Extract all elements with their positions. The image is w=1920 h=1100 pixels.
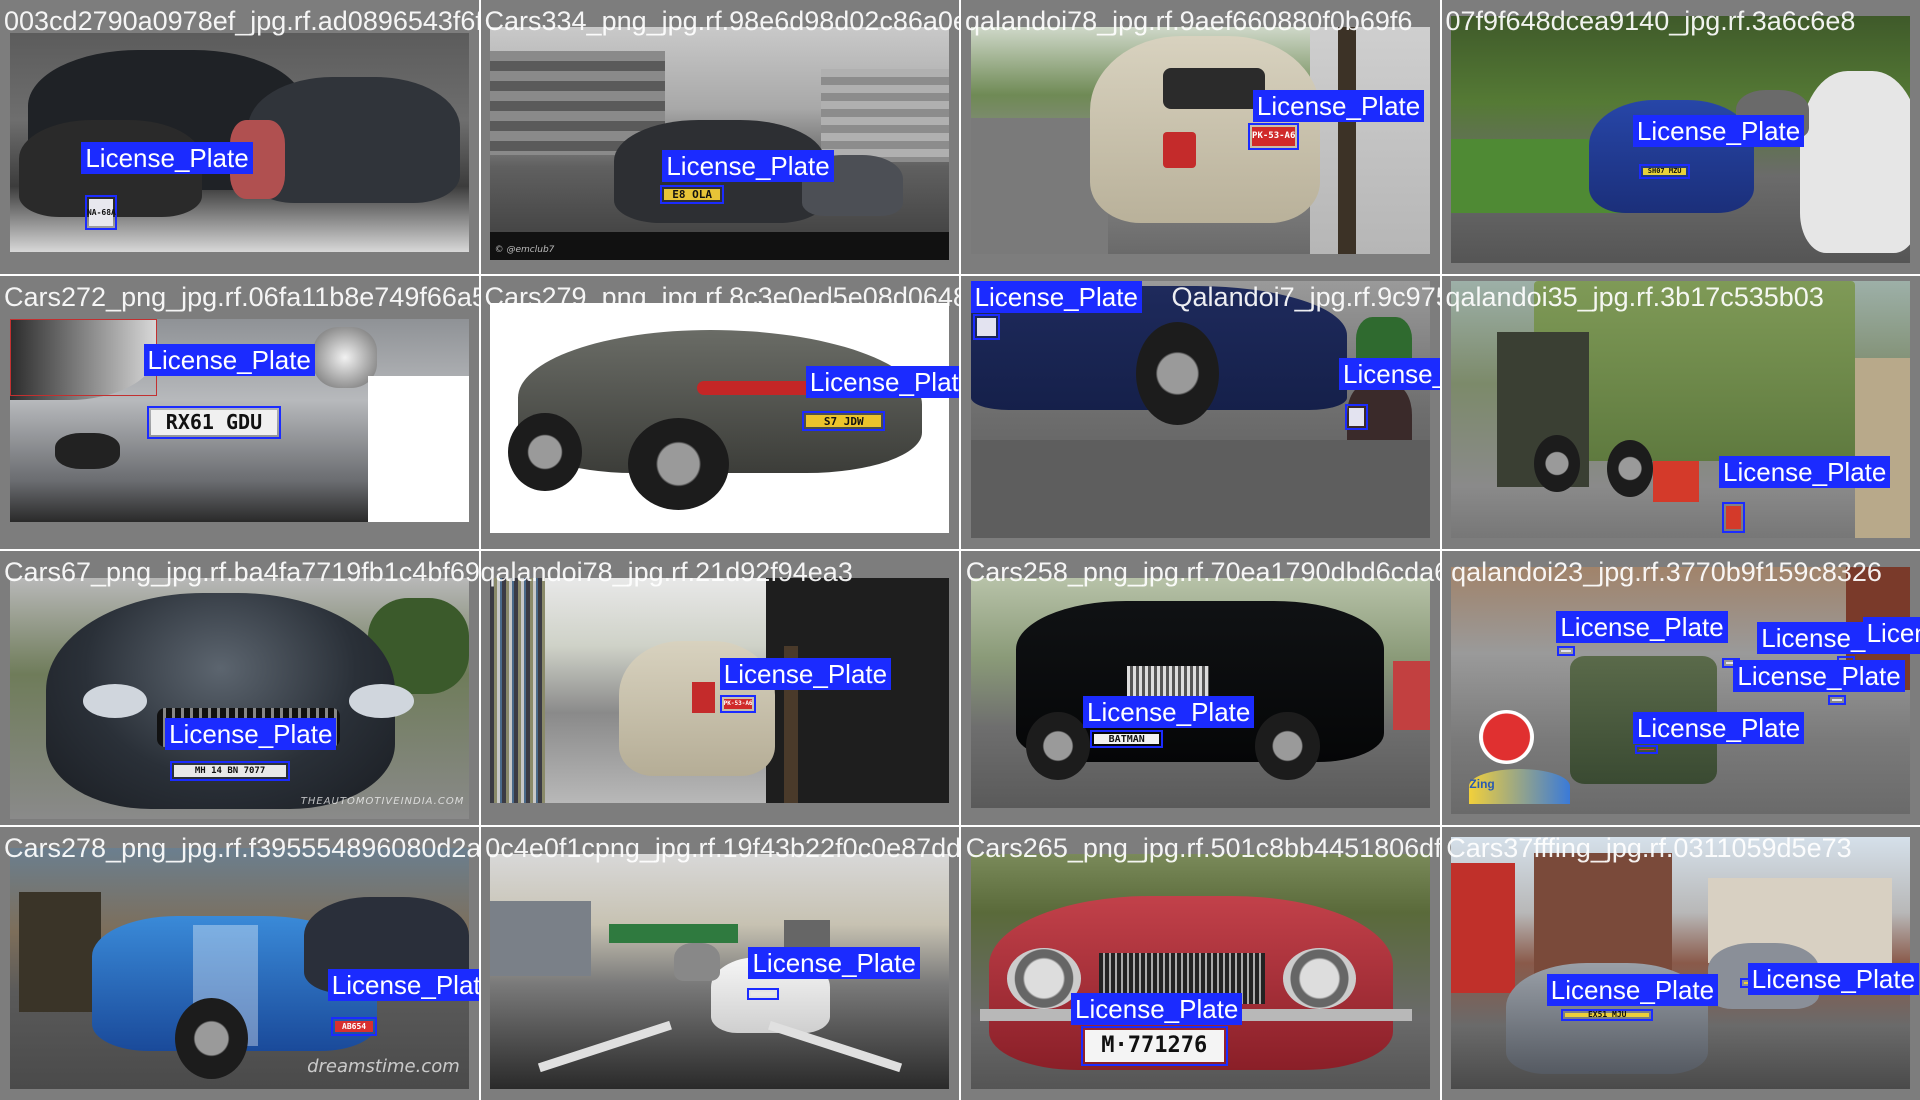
tile: PK-53-A6 License_Plate qalandoi78_jpg.rf… xyxy=(480,551,959,825)
tile: AB654 dreamstime.com License_Plate Cars2… xyxy=(0,826,479,1100)
plate-box: BATMAN xyxy=(1089,729,1164,749)
photo: AB654 dreamstime.com xyxy=(9,848,469,1090)
plate-box: NA-68A xyxy=(85,194,118,230)
detection-label: License_Plate xyxy=(1252,90,1425,123)
image-filename: qalandoi35_jpg.rf.3b17c535b03 xyxy=(1445,281,1824,312)
detection-label: License_Plate xyxy=(1632,114,1805,147)
watermark: dreamstime.com xyxy=(307,1056,460,1078)
detection-label: License_Plate xyxy=(1862,616,1920,649)
detection-label: License_Plate xyxy=(1719,456,1891,488)
tile: PK-53-A6 License_Plate qalandoi78_jpg.rf… xyxy=(961,0,1440,274)
plate-box: AB654 xyxy=(331,1016,378,1037)
tile: License_Plate License_Plate Qalandoi7_jp… xyxy=(961,275,1440,549)
plate-box: SH07 MZU xyxy=(1639,164,1690,179)
tile: RX61 GDU License_Plate Cars272_png_jpg.r… xyxy=(0,275,479,549)
image-filename: 07f9f648dcea9140_jpg.rf.3a6c6e8 xyxy=(1445,6,1856,36)
image-filename: Cars279_png_jpg.rf.8c3e0ed5e08d06488f27 xyxy=(484,281,960,312)
plate-box: E8 OLA xyxy=(660,185,725,205)
plate-box xyxy=(1827,695,1847,706)
image-filename: qalandoi23_jpg.rf.3770b9f159c8326 xyxy=(1451,557,1882,587)
detection-label: License_Plate xyxy=(719,657,892,690)
image-filename: Qalandoi7_jpg.rf.9c975913987d xyxy=(1171,281,1440,312)
image-filename: Cars272_png_jpg.rf.06fa11b8e749f66a5379 xyxy=(4,281,479,312)
image-filename: Cars265_png_jpg.rf.501c8bb4451806dfa5 xyxy=(965,832,1440,863)
image-filename: 0c4e0f1cpng_jpg.rf.19f43b22f0c0e87dd285 xyxy=(485,832,959,863)
detection-label: License_Plate xyxy=(1733,660,1905,693)
tile: S7 JDW License_Plate Cars279_png_jpg.rf.… xyxy=(480,275,960,549)
tile: E8 OLA © @emclub7 License_Plate Cars334_… xyxy=(480,0,960,274)
photo: EX51 MJU xyxy=(1451,837,1911,1090)
tile: MH 14 BN 7077 THEAUTOMOTIVEINDIA.COM Lic… xyxy=(0,551,479,825)
photo: M·771276 xyxy=(970,853,1430,1090)
detection-label: License_Plate xyxy=(165,717,337,750)
detection-label: License_Plate xyxy=(327,968,479,1001)
photo: E8 OLA © @emclub7 xyxy=(490,27,950,260)
detection-label: License_Plate xyxy=(1071,993,1243,1026)
detection-label: License_Plate xyxy=(970,280,1142,313)
photo: BATMAN xyxy=(970,578,1430,809)
image-filename: qalandoi78_jpg.rf.9aef660880f0b69f6 xyxy=(965,6,1413,36)
detection-label: License_Plate xyxy=(1339,357,1440,390)
tile: License_Plate qalandoi35_jpg.rf.3b17c535… xyxy=(1441,275,1920,549)
watermark: © @emclub7 xyxy=(494,245,555,256)
photo xyxy=(970,280,1430,539)
image-filename: Cars258_png_jpg.rf.70ea1790dbd6cda6ac2a xyxy=(965,557,1440,587)
sign-text: Zing xyxy=(1469,776,1495,791)
plate-box: EX51 MJU xyxy=(1561,1008,1654,1022)
plate-box: S7 JDW xyxy=(802,410,886,432)
image-filename: Cars334_png_jpg.rf.98e6d98d02c86a0eed447 xyxy=(484,6,960,36)
plate-box: M·771276 xyxy=(1080,1025,1228,1066)
tile: M·771276 License_Plate Cars265_png_jpg.r… xyxy=(961,826,1440,1100)
photo: S7 JDW xyxy=(490,302,950,533)
photo: PK-53-A6 xyxy=(490,578,950,803)
image-filename: qalandoi78_jpg.rf.21d92f94ea3 xyxy=(480,557,853,587)
tile: NA-68A License_Plate 003cd2790a0978ef_jp… xyxy=(0,0,479,274)
tile: BATMAN License_Plate Cars258_png_jpg.rf.… xyxy=(961,551,1440,825)
photo xyxy=(1451,280,1911,539)
detection-label: License_Plate xyxy=(1083,695,1255,728)
plate-box: MH 14 BN 7077 xyxy=(170,761,290,781)
detection-label: License_Plate xyxy=(1556,611,1728,644)
photo: MH 14 BN 7077 THEAUTOMOTIVEINDIA.COM xyxy=(9,578,469,820)
tile: SH07 MZU License_Plate 07f9f648dcea9140_… xyxy=(1441,0,1920,274)
plate-box: PK-53-A6 xyxy=(1248,122,1299,150)
plate-box: PK-53-A6 xyxy=(719,694,757,713)
detection-label: License_Plate xyxy=(748,946,920,979)
plate-box xyxy=(972,314,1001,341)
tile: License_Plate 0c4e0f1cpng_jpg.rf.19f43b2… xyxy=(480,826,959,1100)
image-filename: Cars278_png_jpg.rf.f395554896080d2a94f7 xyxy=(4,832,479,863)
detection-label: License_Plate xyxy=(1546,974,1719,1007)
image-filename: Cars67_png_jpg.rf.ba4fa7719fb1c4bf69b xyxy=(4,557,479,587)
detection-label: License_Plate xyxy=(1632,712,1805,745)
photo xyxy=(490,853,950,1090)
plate-box xyxy=(1344,404,1368,431)
plate-box xyxy=(747,987,780,1000)
detection-label: License_Plate xyxy=(143,343,315,376)
detection-label: License_Plate xyxy=(1747,963,1920,996)
plate-box xyxy=(1722,502,1746,533)
tile: Zing License_Plate License_Plate License… xyxy=(1441,551,1920,825)
plate-box xyxy=(1556,646,1576,656)
plate-box: RX61 GDU xyxy=(147,406,281,439)
detection-label: License_Plate xyxy=(662,150,834,183)
tile: EX51 MJU License_Plate License_Plate Car… xyxy=(1441,826,1920,1100)
watermark: THEAUTOMOTIVEINDIA.COM xyxy=(300,795,465,807)
photo: PK-53-A6 xyxy=(970,27,1430,255)
plate-box xyxy=(1634,744,1658,755)
detection-label: License_Plate xyxy=(81,142,253,175)
image-filename: Cars37fffing_jpg.rf.0311059d5e73 xyxy=(1446,832,1852,863)
image-filename: 003cd2790a0978ef_jpg.rf.ad0896543f6f5874… xyxy=(4,6,479,36)
detection-label: License_Plate xyxy=(805,365,959,398)
